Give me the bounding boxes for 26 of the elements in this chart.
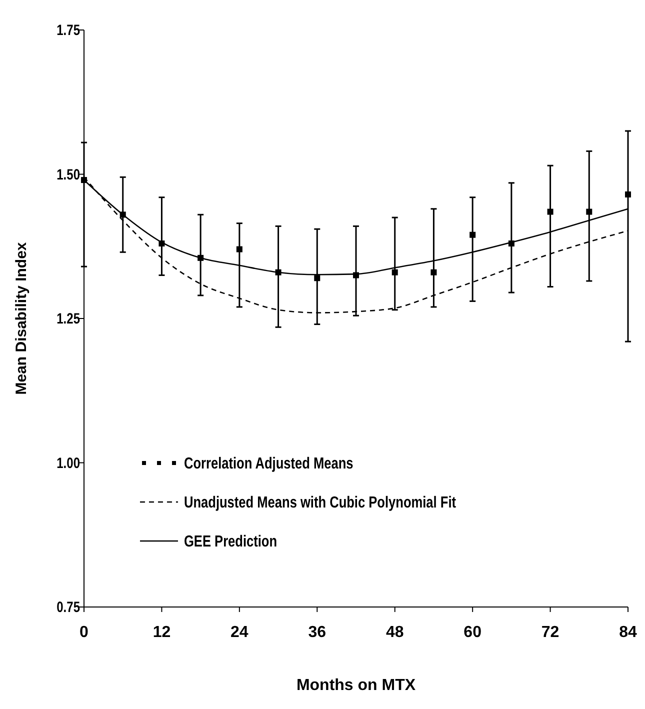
x-tick-label: 48 (386, 624, 404, 641)
y-tick-label: 1.75 (56, 22, 80, 39)
legend-label: Correlation Adjusted Means (184, 455, 354, 474)
x-tick-label: 36 (308, 624, 326, 641)
point (586, 208, 592, 215)
point (236, 246, 242, 252)
point (314, 275, 320, 282)
point (392, 269, 398, 276)
x-tick-label: 12 (152, 624, 171, 641)
y-axis-title: Mean Disability Index (13, 242, 30, 395)
point (430, 269, 437, 276)
legend-label: Unadjusted Means with Cubic Polynomial Fit (184, 494, 456, 512)
x-tick-label: 84 (619, 624, 637, 641)
x-tick-label: 72 (541, 624, 560, 641)
x-axis-title: Months on MTX (296, 677, 416, 694)
point (547, 208, 554, 215)
point (470, 232, 476, 238)
x-tick-label: 24 (230, 624, 248, 641)
y-tick-label: 1.25 (56, 310, 80, 328)
point (625, 191, 631, 198)
legend-label: GEE Prediction (184, 533, 278, 552)
x-tick-label: 0 (80, 624, 89, 641)
y-tick-label: 0.75 (56, 599, 80, 616)
y-tick-label: 1.00 (56, 454, 80, 472)
y-tick-label: 1.50 (56, 166, 80, 183)
x-tick-label: 60 (464, 624, 482, 641)
